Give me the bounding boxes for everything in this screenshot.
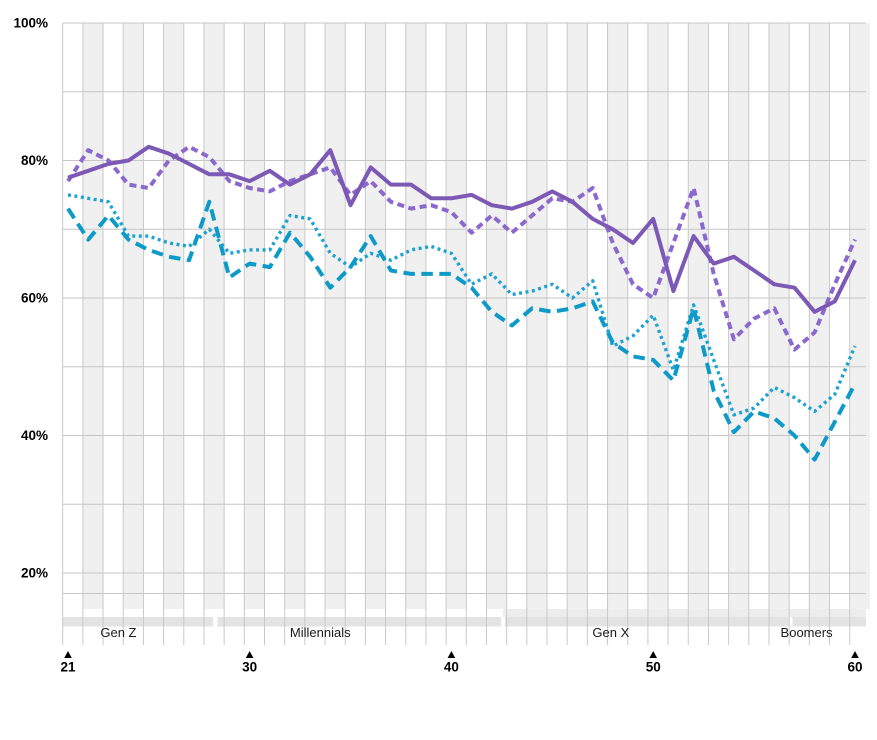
generation-band <box>217 617 501 627</box>
immediate-manager-line <box>67 193 857 417</box>
background-stripe <box>607 23 628 609</box>
x-tick-triangle-icon <box>851 651 859 658</box>
background-stripe <box>768 23 790 609</box>
y-axis-label: 100% <box>13 16 48 31</box>
background-stripe <box>82 23 104 609</box>
background-stripe <box>405 23 426 609</box>
y-axis-label: 80% <box>21 153 48 168</box>
generation-label: Boomers <box>781 625 834 640</box>
generation-band <box>63 617 213 627</box>
generation-label: Millennials <box>290 625 351 640</box>
direct-team-line <box>66 144 857 352</box>
x-tick-triangle-icon <box>64 651 72 658</box>
generation-label: Gen X <box>592 625 629 640</box>
background-stripe <box>526 23 548 609</box>
x-tick-triangle-icon <box>649 651 658 658</box>
senior-leadership-line <box>66 199 857 462</box>
generation-band <box>505 617 789 627</box>
background-stripe <box>284 23 305 609</box>
background-stripe <box>446 23 467 609</box>
y-axis-label: 40% <box>21 428 48 443</box>
background-stripe <box>123 23 144 609</box>
background-stripe <box>163 23 184 609</box>
background-stripe <box>365 23 386 609</box>
x-tick-triangle-icon <box>245 651 254 658</box>
x-axis-label: 21 <box>60 660 76 675</box>
y-axis-label: 60% <box>21 291 48 306</box>
background-stripe <box>809 23 830 609</box>
background-stripe <box>567 23 588 609</box>
work-friends-line <box>67 144 857 314</box>
x-tick-triangle-icon <box>447 651 456 658</box>
background-stripe <box>244 23 265 609</box>
x-axis-label: 50 <box>646 660 661 675</box>
background-stripe <box>203 23 225 609</box>
background-stripe <box>325 23 346 609</box>
background-stripe <box>688 23 709 609</box>
x-axis-label: 60 <box>847 660 862 675</box>
generation-strip-upper <box>503 609 866 617</box>
background-stripe <box>728 23 749 609</box>
x-axis-label: 30 <box>242 660 257 675</box>
background-stripe <box>849 23 870 609</box>
background-stripe <box>647 23 669 609</box>
x-axis-label: 40 <box>444 660 459 675</box>
y-axis-label: 20% <box>21 566 48 581</box>
chart-footer: I would go into the office more frequent… <box>0 683 877 740</box>
generation-label: Gen Z <box>100 625 136 640</box>
